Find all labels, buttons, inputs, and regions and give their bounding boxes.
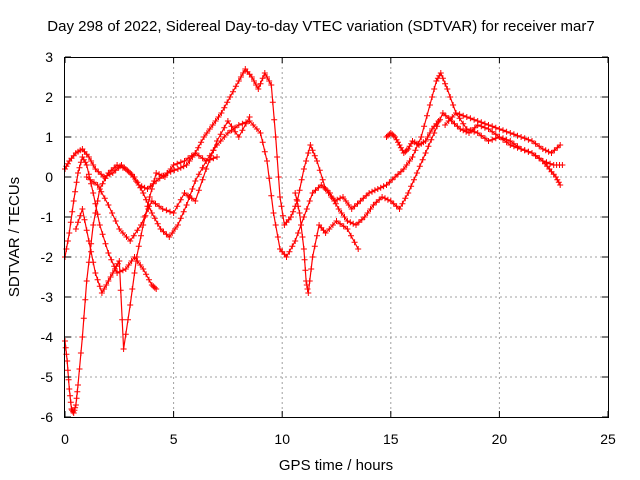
y-tick-label: -2	[41, 249, 54, 265]
y-tick-label: -3	[41, 289, 54, 305]
y-tick-label: 3	[45, 49, 53, 65]
series-line	[64, 112, 563, 414]
y-tick-label: -6	[41, 409, 54, 425]
series-line	[75, 152, 218, 350]
series-markers	[442, 110, 564, 188]
y-tick-label: -1	[41, 209, 54, 225]
ticks	[64, 56, 609, 418]
series-1	[62, 66, 564, 228]
series-8	[442, 110, 564, 188]
series-markers	[83, 114, 253, 244]
series-line	[86, 116, 251, 242]
y-tick-label: -4	[41, 329, 54, 345]
series-line	[64, 68, 561, 226]
x-axis-title: GPS time / hours	[279, 457, 393, 474]
x-tick-label: 5	[170, 431, 178, 447]
y-axis-title: SDTVAR / TECUs	[6, 177, 23, 297]
series-layer	[62, 66, 566, 416]
series-markers	[292, 190, 362, 296]
x-tick-label: 25	[600, 431, 616, 447]
plot-frame	[64, 57, 609, 418]
series-2	[62, 110, 566, 416]
y-tick-label: 2	[45, 89, 53, 105]
x-tick-label: 20	[492, 431, 508, 447]
x-tick-label: 15	[383, 431, 399, 447]
x-tick-labels: 0 5 10 15 20 25	[61, 431, 616, 447]
y-tick-labels: -6 -5 -4 -3 -2 -1 0 1 2 3	[41, 49, 54, 425]
series-4	[72, 150, 220, 352]
series-markers	[62, 66, 564, 228]
y-tick-label: -5	[41, 369, 54, 385]
x-tick-label: 0	[61, 431, 69, 447]
x-tick-label: 10	[274, 431, 290, 447]
chart-title: Day 298 of 2022, Sidereal Day-to-day VTE…	[47, 18, 594, 35]
grid	[65, 57, 608, 417]
series-markers	[383, 118, 442, 156]
y-tick-label: 1	[45, 129, 53, 145]
series-6	[292, 190, 362, 296]
y-tick-label: 0	[45, 169, 53, 185]
series-5	[83, 114, 253, 244]
series-markers	[72, 150, 220, 352]
series-7	[383, 118, 442, 156]
